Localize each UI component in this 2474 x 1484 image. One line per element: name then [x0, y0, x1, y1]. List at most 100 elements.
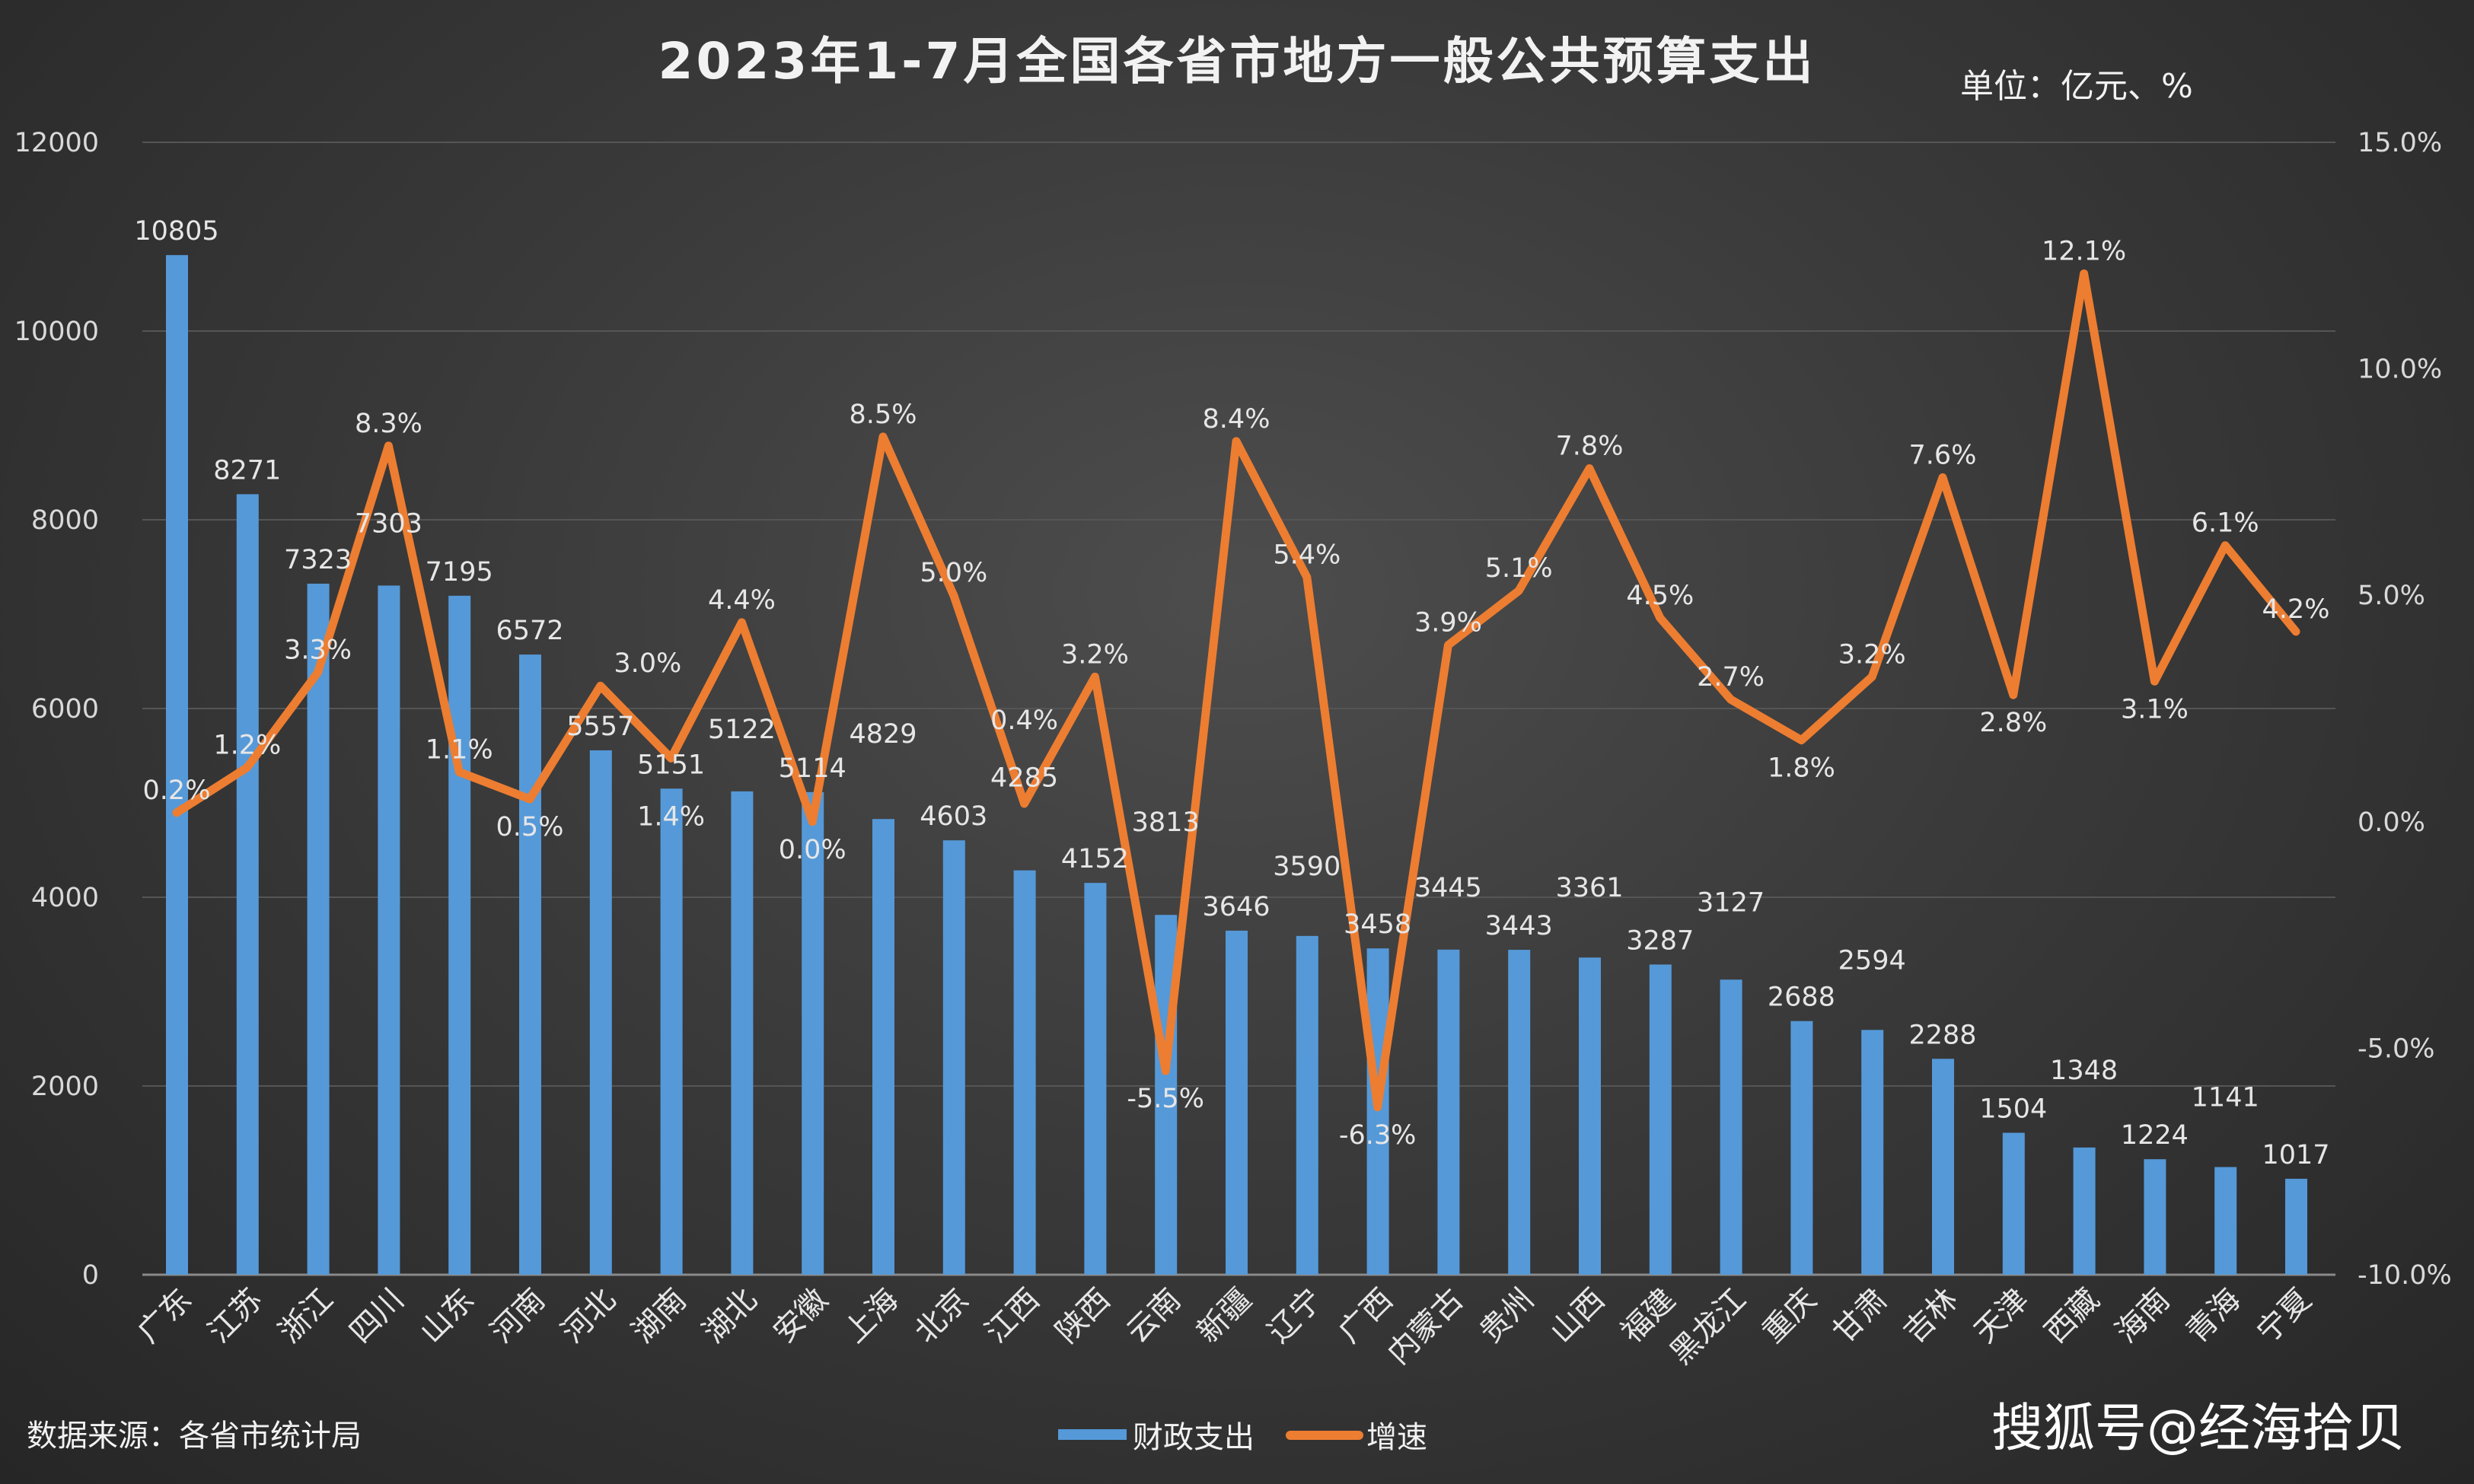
category-label: 西藏 [2039, 1282, 2106, 1350]
growth-point [458, 771, 461, 773]
growth-value-label: -6.3% [1339, 1120, 1417, 1151]
growth-point [1659, 616, 1661, 619]
bar-天津 [2002, 1132, 2025, 1275]
bar-value-label: 3445 [1414, 873, 1482, 903]
growth-point [246, 766, 248, 769]
bar-贵州 [1508, 950, 1531, 1275]
category-label: 浙江 [273, 1282, 340, 1350]
legend-line-label: 增速 [1366, 1420, 1427, 1455]
growth-point [1800, 739, 1803, 741]
bar-value-label: 7195 [426, 557, 493, 588]
bar-湖南 [660, 788, 683, 1275]
growth-point [1942, 476, 1943, 479]
growth-value-label: 0.0% [779, 835, 846, 865]
growth-value-label: 7.8% [1556, 432, 1624, 462]
bar-西藏 [2073, 1147, 2096, 1275]
legend-bar-swatch [1058, 1429, 1127, 1440]
growth-value-label: 3.2% [1838, 639, 1906, 670]
bar-value-label: 3646 [1202, 892, 1270, 922]
growth-point [1165, 1070, 1167, 1072]
growth-point [882, 435, 884, 438]
bar-辽宁 [1296, 935, 1318, 1275]
bar-福建 [1649, 964, 1672, 1275]
category-label: 云南 [1120, 1282, 1188, 1350]
growth-point [1447, 644, 1449, 646]
bar-value-label: 3590 [1273, 852, 1341, 882]
growth-point [2154, 680, 2156, 683]
growth-point [1518, 590, 1520, 592]
category-label: 湖北 [696, 1282, 764, 1350]
category-label: 天津 [1968, 1282, 2036, 1350]
legend: 财政支出 增速 [1058, 1420, 1427, 1455]
category-label: 海南 [2109, 1282, 2176, 1350]
right-tick-label: 10.0% [2358, 355, 2442, 385]
category-label: 重庆 [1755, 1282, 1823, 1350]
bar-新疆 [1226, 930, 1248, 1275]
bar-value-label: 5557 [566, 712, 634, 742]
growth-point [952, 594, 955, 597]
growth-value-label: 4.2% [2262, 594, 2330, 625]
growth-value-label: 2.8% [1979, 708, 2047, 738]
growth-value-label: -5.5% [1127, 1084, 1204, 1114]
chart-title: 2023年1-7月全国各省市地方一般公共预算支出 [658, 32, 1816, 91]
bar-宁夏 [2285, 1178, 2307, 1275]
growth-point [387, 444, 390, 447]
growth-value-label: 3.9% [1414, 608, 1482, 639]
bar-value-label: 1348 [2050, 1056, 2118, 1086]
right-tick-label: -5.0% [2358, 1033, 2435, 1064]
gridlines [142, 142, 2335, 1276]
left-tick-label: 0 [82, 1260, 99, 1291]
bar-value-label: 4603 [920, 801, 987, 832]
category-label: 江西 [979, 1282, 1047, 1350]
growth-value-label: 4.5% [1626, 581, 1694, 611]
right-tick-label: 15.0% [2358, 128, 2442, 158]
growth-value-label: 0.5% [496, 812, 564, 842]
bar-江苏 [236, 494, 259, 1275]
category-label: 内蒙古 [1381, 1282, 1470, 1371]
watermark: 搜狐号@经海拾贝 [1991, 1399, 2405, 1459]
growth-point [1306, 576, 1308, 578]
category-label: 黑龙江 [1663, 1282, 1752, 1371]
category-label: 山东 [413, 1282, 481, 1350]
bar-value-label: 3361 [1555, 873, 1623, 903]
bar-北京 [942, 840, 965, 1275]
bar-value-label: 1224 [2121, 1120, 2189, 1151]
bar-青海 [2214, 1167, 2237, 1275]
growth-value-label: 3.1% [2121, 694, 2189, 724]
category-label: 上海 [837, 1282, 905, 1350]
growth-value-label: 3.2% [1061, 639, 1129, 670]
bar-value-label: 4285 [990, 763, 1058, 794]
growth-value-label: 1.1% [426, 734, 493, 765]
bar-河北 [589, 750, 612, 1275]
growth-point [741, 621, 743, 623]
bar-吉林 [1932, 1059, 1954, 1275]
unit-label: 单位：亿元、% [1960, 67, 2193, 106]
bar-value-label: 10805 [134, 216, 218, 247]
category-label: 安徽 [767, 1282, 834, 1350]
left-tick-label: 10000 [14, 317, 99, 347]
growth-value-label: 3.0% [614, 648, 681, 679]
category-label: 河北 [555, 1282, 623, 1350]
growth-value-label: 1.8% [1768, 753, 1835, 784]
bar-value-label: 3127 [1697, 887, 1765, 918]
left-tick-label: 4000 [31, 883, 99, 913]
left-tick-label: 6000 [31, 694, 99, 724]
growth-value-label: 7.6% [1909, 440, 1977, 470]
growth-point [670, 757, 672, 760]
bar-value-label: 7323 [284, 545, 352, 575]
growth-point [1376, 1106, 1379, 1108]
bar-value-label: 5151 [637, 750, 705, 780]
category-label: 青海 [2179, 1282, 2247, 1350]
bar-安徽 [802, 791, 824, 1275]
growth-value-label: 3.3% [284, 635, 352, 665]
growth-value-label: 2.7% [1697, 662, 1765, 693]
category-labels: 广东 江苏 浙江 四川 山东 河南 河北 湖南 湖北 安徽 上海 北京 江西 陕西 云南 新疆 辽宁 广西内蒙古贵… [131, 1282, 2318, 1371]
growth-value-label: 4.4% [708, 585, 776, 616]
category-label: 北京 [908, 1282, 976, 1350]
growth-value-label: 12.1% [2042, 237, 2126, 267]
bar-河南 [519, 654, 541, 1275]
growth-line [172, 269, 2300, 1112]
growth-value-label: 0.4% [990, 705, 1058, 736]
